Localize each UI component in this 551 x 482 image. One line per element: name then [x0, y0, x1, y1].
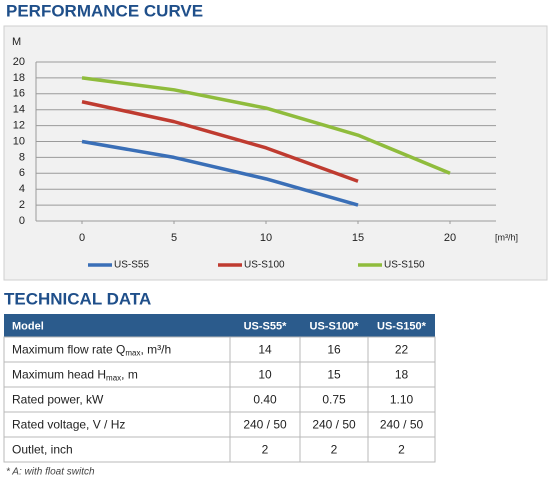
table-header-cell: US-S150*	[377, 320, 427, 332]
x-tick-label: 10	[260, 232, 272, 244]
table-cell: 0.75	[322, 393, 346, 407]
table-row-label: Rated voltage, V / Hz	[12, 418, 125, 432]
y-tick-label: 12	[13, 120, 25, 132]
y-tick-label: 8	[19, 151, 25, 163]
x-tick-label: 0	[79, 232, 85, 244]
section-title: PERFORMANCE CURVE	[6, 1, 203, 20]
table-row-label: Rated power, kW	[12, 393, 104, 407]
table-cell: 14	[258, 343, 272, 357]
label-part: , m³/h	[140, 343, 171, 357]
section-title: TECHNICAL DATA	[4, 289, 151, 308]
table-header-cell: Model	[12, 320, 44, 332]
label-part: Rated voltage, V / Hz	[12, 418, 125, 432]
table-cell: 15	[327, 368, 341, 382]
label-part: Maximum flow rate Q	[12, 343, 125, 357]
label-part: Maximum head H	[12, 368, 106, 382]
table-cell: 240 / 50	[243, 418, 287, 432]
table-cell: 18	[395, 368, 409, 382]
table-row-label: Maximum flow rate Qmax, m³/h	[12, 343, 171, 358]
x-tick-label: 5	[171, 232, 177, 244]
y-tick-label: 18	[13, 72, 25, 84]
label-part: Rated power, kW	[12, 393, 104, 407]
table-row-bg	[3, 436, 436, 463]
y-tick-label: 0	[19, 215, 25, 227]
label-part: max	[125, 349, 140, 358]
table-cell: 22	[395, 343, 409, 357]
table-cell: 0.40	[253, 393, 277, 407]
table-row-label: Outlet, inch	[12, 443, 73, 457]
table-cell: 240 / 50	[380, 418, 424, 432]
legend-label: US-S55	[114, 260, 149, 271]
x-tick-label: 15	[352, 232, 364, 244]
series-line	[81, 76, 451, 175]
table-cell: 16	[327, 343, 341, 357]
y-tick-label: 14	[13, 104, 25, 116]
x-tick-label: 20	[444, 232, 456, 244]
y-tick-label: 10	[13, 135, 25, 147]
y-tick-label: 20	[13, 56, 25, 68]
y-tick-label: 6	[19, 167, 25, 179]
table-row-bg	[3, 336, 436, 363]
y-tick-label: 4	[19, 183, 25, 195]
table-cell: 240 / 50	[312, 418, 356, 432]
table-header-cell: US-S55*	[244, 320, 288, 332]
label-part: max	[106, 374, 121, 383]
y-axis-label: M	[12, 36, 21, 48]
legend-label: US-S100	[244, 260, 285, 271]
table-header-bg	[4, 314, 435, 337]
table-row-bg	[3, 411, 436, 438]
legend-label: US-S150	[384, 260, 425, 271]
series-line	[81, 100, 359, 183]
table-cell: 1.10	[390, 393, 414, 407]
table-cell: 2	[262, 443, 269, 457]
table-row-bg	[3, 386, 436, 413]
table-row-label: Maximum head Hmax, m	[12, 368, 138, 383]
table-cell: 2	[331, 443, 338, 457]
x-axis-label: [m³/h]	[495, 232, 518, 242]
y-tick-label: 2	[19, 199, 25, 211]
footnote: * A: with float switch	[6, 467, 95, 478]
label-part: , m	[121, 368, 138, 382]
table-cell: 2	[398, 443, 405, 457]
table-header-cell: US-S100*	[310, 320, 360, 332]
series-line	[81, 139, 359, 207]
label-part: Outlet, inch	[12, 443, 73, 457]
y-tick-label: 16	[13, 88, 25, 100]
table-cell: 10	[258, 368, 272, 382]
